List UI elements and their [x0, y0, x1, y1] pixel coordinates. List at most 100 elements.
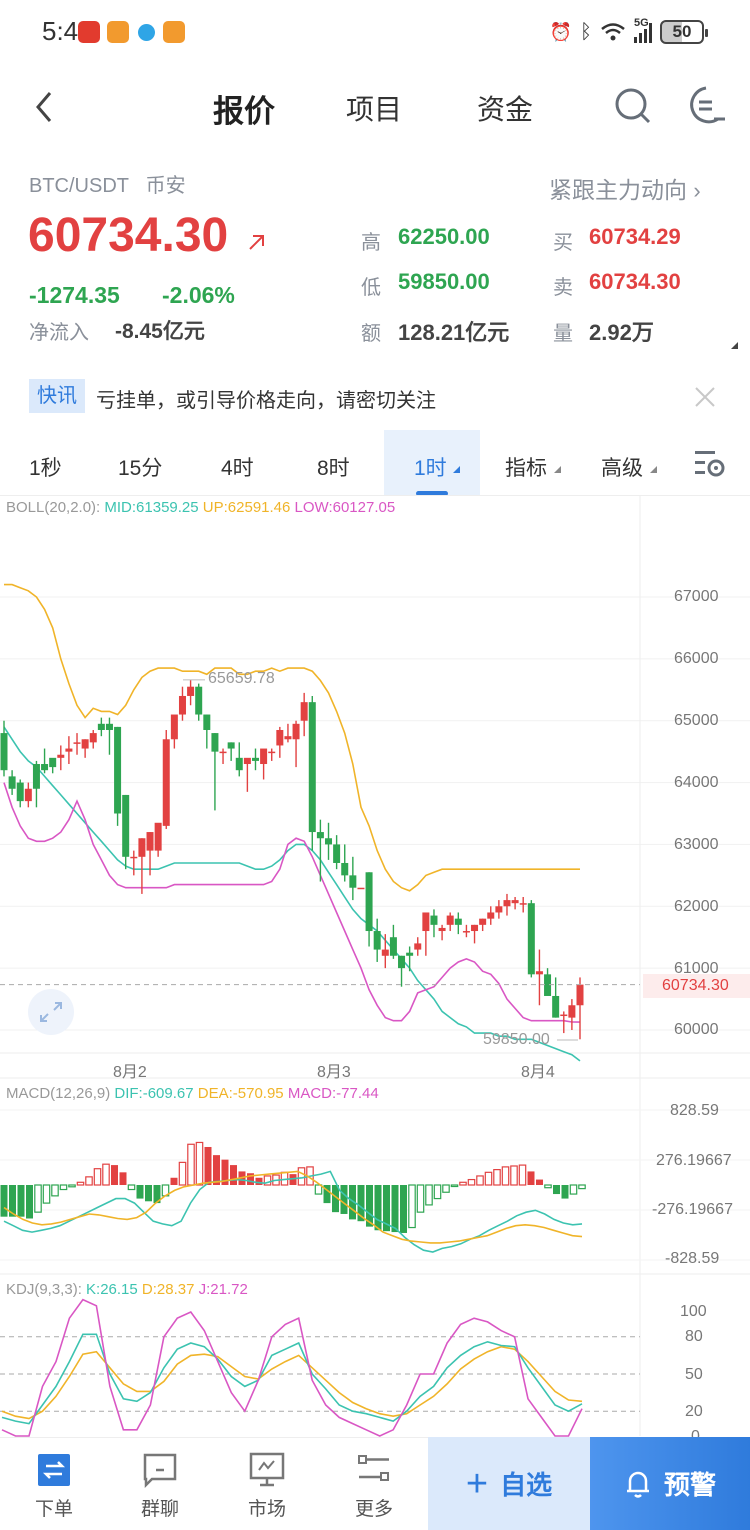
ask-label: 卖: [553, 277, 573, 299]
app-notification-icon: [138, 24, 155, 41]
period-tab-4h[interactable]: 4时: [221, 457, 254, 480]
time-axis-label: 8月2: [113, 1064, 147, 1081]
amount-label: 额: [361, 323, 381, 345]
chevron-left-icon[interactable]: [32, 89, 56, 125]
divider: [0, 495, 750, 496]
boll-low-value: LOW:60127.05: [294, 499, 396, 516]
price-alert-button[interactable]: 预警: [590, 1437, 750, 1530]
macd-axis-label: 276.19667: [656, 1152, 732, 1169]
follow-main-force-link[interactable]: 紧跟主力动向 ›: [549, 171, 701, 205]
signal-icon: 5G: [634, 17, 652, 43]
kdj-axis-label: 100: [680, 1303, 707, 1320]
kdj-axis-label: 50: [685, 1366, 703, 1383]
network-type: 5G: [634, 17, 649, 29]
boll-up-value: UP:62591.46: [202, 499, 291, 516]
more-settings-icon: [358, 1455, 389, 1481]
active-tab-indicator: [416, 491, 448, 496]
volume-value: 2.92万: [589, 320, 654, 345]
chevron-right-icon: ›: [693, 178, 701, 203]
news-badge: 快讯: [29, 379, 85, 413]
period-tab-1h[interactable]: 1时: [414, 457, 447, 480]
high-value: 62250.00: [398, 224, 490, 249]
plus-icon: +: [465, 1462, 489, 1505]
period-tab-15m[interactable]: 15分: [118, 457, 163, 480]
tab-quote[interactable]: 报价: [213, 94, 275, 129]
macd-axis-label: -276.19667: [652, 1201, 733, 1218]
price-axis-label: 64000: [674, 774, 719, 791]
app-notification-icon: [78, 21, 100, 43]
bottom-item-more[interactable]: 更多: [334, 1438, 414, 1530]
market-monitor-icon: [249, 1452, 285, 1487]
macd-axis-label: 828.59: [670, 1102, 719, 1119]
arrow-up-right-icon: [249, 235, 264, 250]
status-bar: 5:49 ⏰ ᛒ 5G 50: [0, 0, 750, 66]
bottom-item-market[interactable]: 市场: [227, 1438, 307, 1530]
bottom-item-label: 更多: [354, 1499, 393, 1520]
last-price-tag: [643, 974, 750, 998]
price-change: -1274.35: [29, 282, 120, 308]
close-icon[interactable]: [693, 385, 717, 409]
ask-value: 60734.30: [589, 269, 681, 294]
low-value: 59850.00: [398, 269, 490, 294]
follow-link-label: 紧跟主力动向: [549, 177, 687, 203]
alert-label: 预警: [663, 1470, 716, 1500]
kdj-axis-label: 0: [691, 1428, 700, 1446]
chart-settings-icon[interactable]: [694, 449, 728, 479]
bottom-item-label: 下单: [34, 1499, 73, 1520]
high-marker-label: 65659.78: [208, 670, 275, 687]
kdj-j-value: J:21.72: [198, 1281, 248, 1298]
kdj-legend: KDJ(9,3,3): K:26.15 D:28.37 J:21.72: [6, 1281, 248, 1298]
macd-axis-label: -828.59: [665, 1250, 720, 1267]
favorite-label: 自选: [500, 1470, 553, 1500]
pair-label: BTC/USDT 币安: [29, 169, 186, 198]
macd-dea-value: DEA:-570.95: [197, 1085, 284, 1102]
price-axis-label: 66000: [674, 650, 719, 667]
news-ticker-text[interactable]: 亏挂单，或引导价格走向，请密切关注: [96, 390, 436, 412]
macd-legend: MACD(12,26,9) DIF:-609.67 DEA:-570.95 MA…: [6, 1085, 379, 1102]
bell-icon: [626, 1471, 649, 1498]
advanced-tab[interactable]: 高级: [601, 457, 643, 480]
netflow-label: 净流入: [29, 322, 89, 344]
price-axis-label: 65000: [674, 712, 719, 729]
price-axis-label: 60000: [674, 1021, 719, 1038]
add-favorite-button[interactable]: + 自选: [428, 1437, 590, 1530]
tab-project[interactable]: 项目: [346, 94, 403, 125]
message-menu-icon[interactable]: [685, 85, 727, 127]
period-tab-1s[interactable]: 1秒: [29, 457, 62, 480]
amount-value: 128.21亿元: [398, 320, 510, 345]
indicator-tab[interactable]: 指标: [505, 457, 547, 480]
dropdown-corner-icon: [650, 466, 657, 473]
pair-symbol: BTC/USDT: [29, 175, 129, 197]
expand-corner-icon[interactable]: [731, 342, 738, 349]
bottom-item-chat[interactable]: 群聊: [120, 1438, 200, 1530]
kline-chart-canvas[interactable]: [0, 0, 750, 1437]
kdj-axis-label: 20: [685, 1403, 703, 1420]
chat-icon: [143, 1453, 177, 1488]
period-tab-8h[interactable]: 8时: [317, 457, 350, 480]
dropdown-corner-icon: [554, 466, 561, 473]
macd-dif-value: DIF:-609.67: [114, 1085, 194, 1102]
macd-value: MACD:-77.44: [287, 1085, 379, 1102]
boll-legend: BOLL(20,2.0): MID:61359.25 UP:62591.46 L…: [6, 499, 395, 516]
price-axis-label: 67000: [674, 588, 719, 605]
search-icon[interactable]: [613, 86, 653, 126]
wifi-icon: [601, 23, 625, 41]
bottom-item-order[interactable]: 下单: [14, 1438, 94, 1530]
macd-legend-prefix: MACD(12,26,9): [6, 1085, 111, 1102]
status-right: ⏰ ᛒ 5G 50: [550, 16, 708, 48]
tab-funds[interactable]: 资金: [477, 94, 534, 125]
price-axis-label: 63000: [674, 836, 719, 853]
kdj-legend-prefix: KDJ(9,3,3):: [6, 1281, 82, 1298]
price-change-percent: -2.06%: [162, 282, 235, 308]
fullscreen-button[interactable]: [28, 989, 74, 1035]
period-tab-active-bg: [384, 430, 480, 496]
order-swap-icon: [38, 1454, 70, 1486]
price-axis-label: 61000: [674, 960, 719, 977]
bottom-item-label: 群聊: [140, 1499, 179, 1520]
kdj-axis-label: 80: [685, 1328, 703, 1345]
app-notification-icon: [163, 21, 185, 43]
low-label: 低: [361, 277, 381, 299]
high-label: 高: [361, 232, 381, 254]
price-axis-label: 62000: [674, 898, 719, 915]
